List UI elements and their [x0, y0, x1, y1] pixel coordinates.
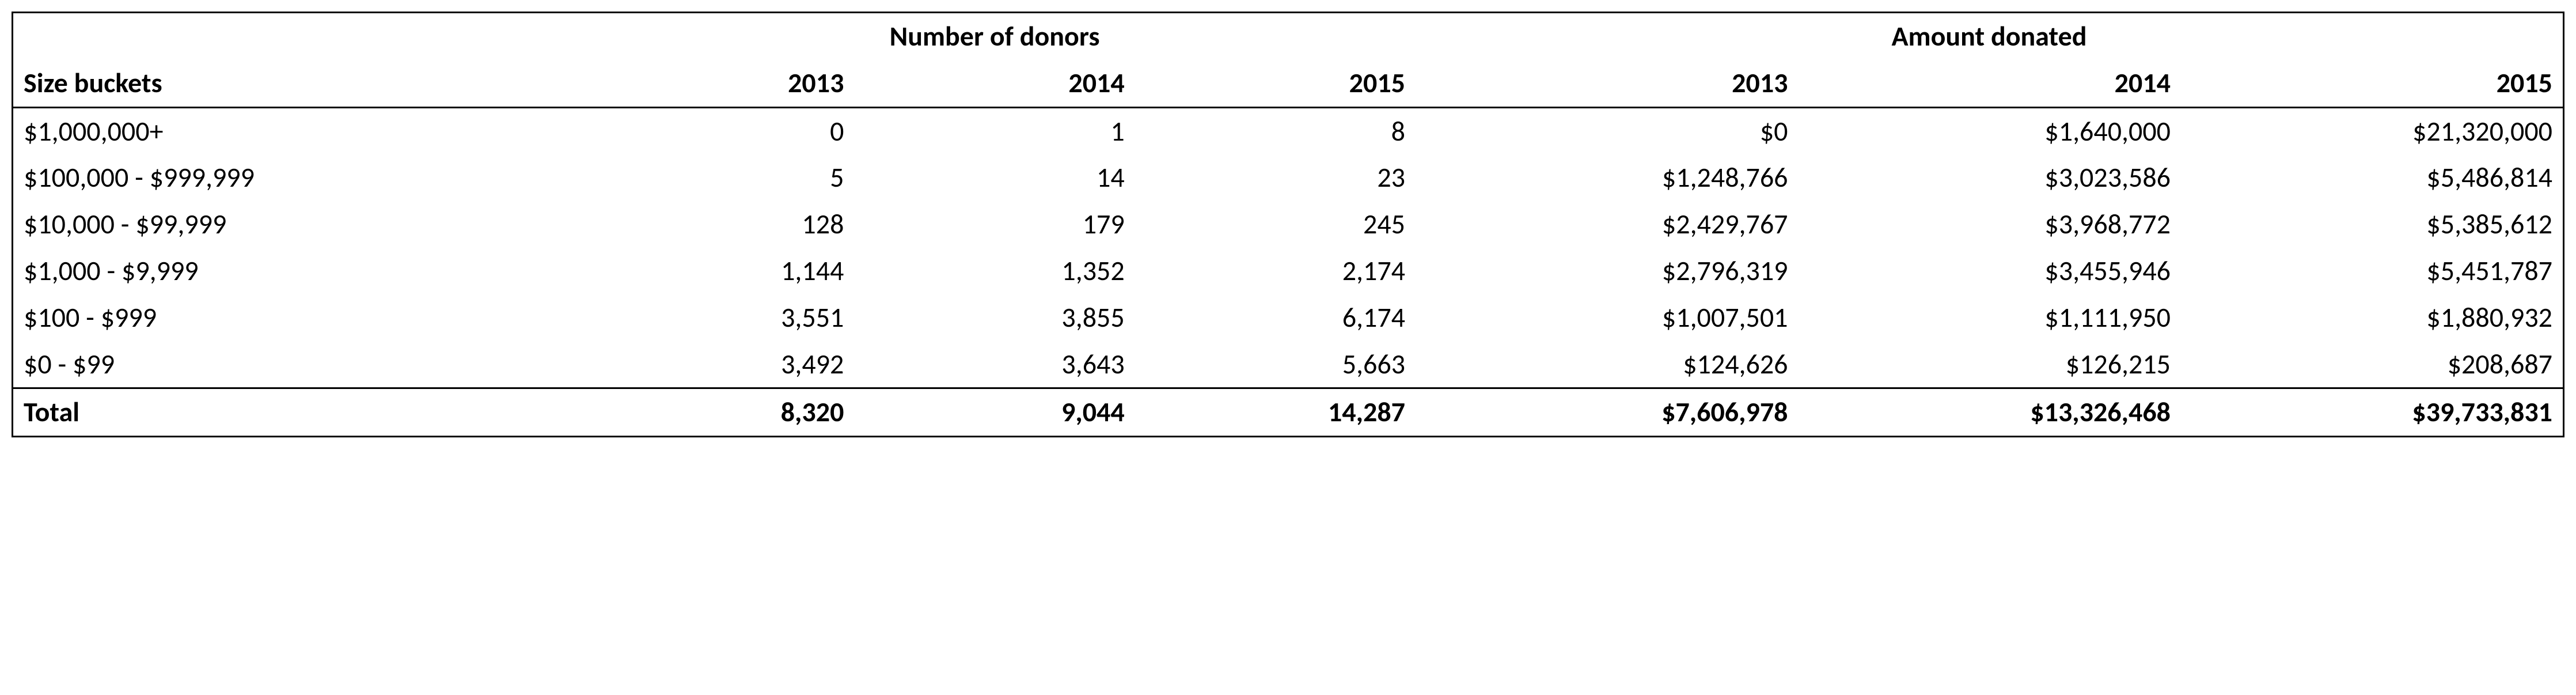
table-row: $100 - $9993,5513,8556,174$1,007,501$1,1…: [13, 294, 2564, 341]
amount-2015: $5,451,787: [2181, 248, 2564, 294]
donors-2013: 5: [574, 154, 854, 201]
amount-2013: $124,626: [1416, 341, 1799, 388]
table-total-row: Total 8,320 9,044 14,287 $7,606,978 $13,…: [13, 388, 2564, 437]
table-row: $1,000,000+018$0$1,640,000$21,320,000: [13, 107, 2564, 154]
bucket-label: $1,000,000+: [13, 107, 574, 154]
donors-2015: 8: [1135, 107, 1416, 154]
col-header-donors-2014: 2014: [854, 60, 1135, 107]
donors-2014: 1,352: [854, 248, 1135, 294]
total-label: Total: [13, 388, 574, 437]
amount-2014: $3,023,586: [1798, 154, 2181, 201]
amount-2015: $208,687: [2181, 341, 2564, 388]
donors-2013: 3,492: [574, 341, 854, 388]
donors-2015: 23: [1135, 154, 1416, 201]
group-header-donors: Number of donors: [574, 13, 1416, 60]
table-body: $1,000,000+018$0$1,640,000$21,320,000$10…: [13, 107, 2564, 388]
total-amount-2015: $39,733,831: [2181, 388, 2564, 437]
amount-2013: $1,248,766: [1416, 154, 1799, 201]
bucket-label: $100,000 - $999,999: [13, 154, 574, 201]
amount-2015: $5,486,814: [2181, 154, 2564, 201]
donors-2015: 5,663: [1135, 341, 1416, 388]
bucket-label: $100 - $999: [13, 294, 574, 341]
col-header-amount-2013: 2013: [1416, 60, 1799, 107]
total-amount-2013: $7,606,978: [1416, 388, 1799, 437]
amount-2013: $2,796,319: [1416, 248, 1799, 294]
col-header-amount-2015: 2015: [2181, 60, 2564, 107]
table-row: $0 - $993,4923,6435,663$124,626$126,215$…: [13, 341, 2564, 388]
amount-2014: $3,968,772: [1798, 201, 2181, 248]
amount-2014: $3,455,946: [1798, 248, 2181, 294]
amount-2015: $21,320,000: [2181, 107, 2564, 154]
donor-summary-table: Number of donors Amount donated Size buc…: [12, 12, 2564, 437]
amount-2015: $5,385,612: [2181, 201, 2564, 248]
bucket-label: $10,000 - $99,999: [13, 201, 574, 248]
amount-2015: $1,880,932: [2181, 294, 2564, 341]
table-row: $1,000 - $9,9991,1441,3522,174$2,796,319…: [13, 248, 2564, 294]
col-header-size-buckets: Size buckets: [13, 60, 574, 107]
col-header-donors-2015: 2015: [1135, 60, 1416, 107]
total-donors-2015: 14,287: [1135, 388, 1416, 437]
amount-2013: $1,007,501: [1416, 294, 1799, 341]
donors-2015: 245: [1135, 201, 1416, 248]
bucket-label: $0 - $99: [13, 341, 574, 388]
donors-2014: 14: [854, 154, 1135, 201]
table-group-header-row: Number of donors Amount donated: [13, 13, 2564, 60]
donors-2013: 0: [574, 107, 854, 154]
donors-2015: 2,174: [1135, 248, 1416, 294]
total-donors-2013: 8,320: [574, 388, 854, 437]
bucket-label: $1,000 - $9,999: [13, 248, 574, 294]
donors-2014: 179: [854, 201, 1135, 248]
empty-header-cell: [13, 13, 574, 60]
table-row: $100,000 - $999,99951423$1,248,766$3,023…: [13, 154, 2564, 201]
table-column-header-row: Size buckets 2013 2014 2015 2013 2014 20…: [13, 60, 2564, 107]
amount-2013: $2,429,767: [1416, 201, 1799, 248]
col-header-amount-2014: 2014: [1798, 60, 2181, 107]
amount-2014: $126,215: [1798, 341, 2181, 388]
donors-2014: 3,643: [854, 341, 1135, 388]
donors-2014: 1: [854, 107, 1135, 154]
donors-2013: 3,551: [574, 294, 854, 341]
donors-2013: 1,144: [574, 248, 854, 294]
donors-2013: 128: [574, 201, 854, 248]
group-header-amount: Amount donated: [1416, 13, 2564, 60]
total-amount-2014: $13,326,468: [1798, 388, 2181, 437]
amount-2014: $1,640,000: [1798, 107, 2181, 154]
amount-2014: $1,111,950: [1798, 294, 2181, 341]
donors-2014: 3,855: [854, 294, 1135, 341]
table-row: $10,000 - $99,999128179245$2,429,767$3,9…: [13, 201, 2564, 248]
amount-2013: $0: [1416, 107, 1799, 154]
total-donors-2014: 9,044: [854, 388, 1135, 437]
col-header-donors-2013: 2013: [574, 60, 854, 107]
donors-2015: 6,174: [1135, 294, 1416, 341]
